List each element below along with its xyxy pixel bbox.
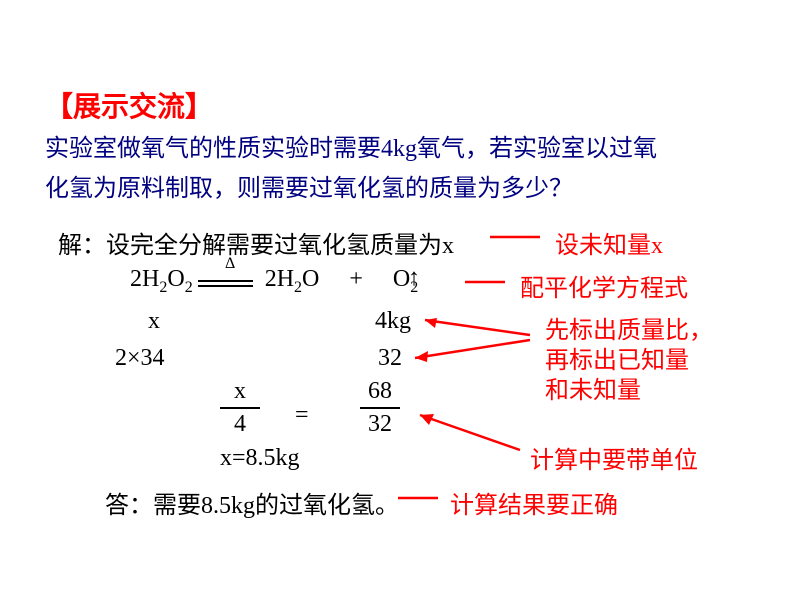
- denominator-4: 4: [220, 411, 260, 438]
- chemical-equation: 2H2O2 2H2O + O2: [130, 266, 418, 297]
- reaction-arrow: [198, 280, 253, 287]
- fraction-right: 68 32: [360, 378, 400, 438]
- problem-text-line2: 化氢为原料制取，则需要过氧化氢的质量为多少？: [45, 168, 573, 203]
- plus-sign: +: [349, 266, 363, 292]
- delta-symbol: Δ: [225, 255, 235, 273]
- mass-ratio-right: 32: [378, 345, 402, 372]
- denominator-32: 32: [360, 411, 400, 438]
- product-water: 2H2O: [265, 266, 320, 292]
- solution-setup: 解：设完全分解需要过氧化氢质量为x: [58, 225, 454, 260]
- numerator-68: 68: [360, 378, 400, 405]
- annotation-unknown: 设未知量x: [555, 225, 663, 260]
- annotation-result: 计算结果要正确: [450, 485, 618, 520]
- fraction-left: x 4: [220, 378, 260, 438]
- fraction-bar: [360, 407, 400, 409]
- numerator-x: x: [220, 378, 260, 405]
- known-mass: 4kg: [375, 308, 411, 335]
- unknown-x: x: [148, 308, 160, 335]
- result-value: x=8.5kg: [220, 445, 300, 472]
- annotation-ratio-line3: 和未知量: [545, 370, 641, 405]
- reactant: 2H2O2: [130, 266, 193, 292]
- fraction-bar: [220, 407, 260, 409]
- gas-arrow: ↑: [408, 265, 420, 292]
- mass-ratio-left: 2×34: [115, 345, 165, 372]
- section-title: 【展示交流】: [45, 85, 213, 125]
- problem-text-line1: 实验室做氧气的性质实验时需要4kg氧气，若实验室以过氧: [45, 128, 657, 163]
- annotation-balance: 配平化学方程式: [520, 268, 688, 303]
- answer-text: 答：需要8.5kg的过氧化氢。: [105, 485, 399, 520]
- annotation-units: 计算中要带单位: [530, 440, 698, 475]
- equals-sign: =: [295, 402, 309, 429]
